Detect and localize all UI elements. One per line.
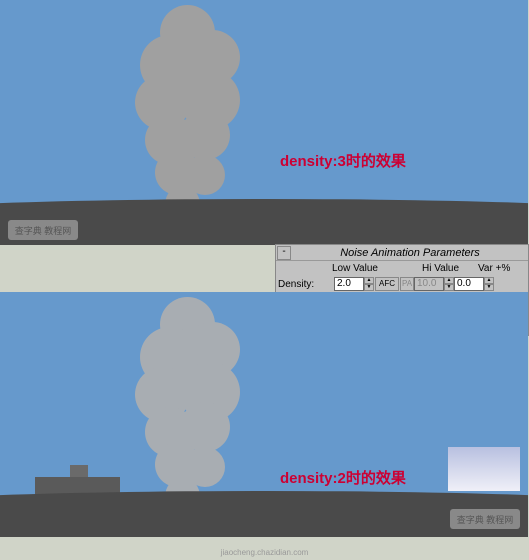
header-hi: Hi Value <box>422 263 478 274</box>
panel-column-headers: Low Value Hi Value Var +% <box>276 261 528 276</box>
density-pa-button[interactable]: PA <box>400 277 414 291</box>
density-var-spinner[interactable]: 0.0 ▲▼ <box>454 277 494 291</box>
density-label-bottom: density:2时的效果 <box>280 467 406 488</box>
collapse-button[interactable]: - <box>277 246 291 260</box>
viewport-top: density:3时的效果 查字典 教程网 <box>0 0 528 245</box>
watermark-bottom: 查字典 教程网 <box>450 509 520 529</box>
density-label: Density: <box>278 279 334 290</box>
density-hi-spinner[interactable]: 10.0 ▲▼ <box>414 277 454 291</box>
header-var: Var +% <box>478 263 518 274</box>
ground-top <box>0 207 528 245</box>
density-label-top: density:3时的效果 <box>280 150 406 171</box>
density-row: Density: 2.0 ▲▼ AFC PA 10.0 ▲▼ 0.0 ▲▼ <box>276 276 528 292</box>
panel-title: Noise Animation Parameters <box>292 247 528 259</box>
footer-url: jiaocheng.chazidian.com <box>221 548 309 557</box>
smoke-plume-top <box>130 5 250 225</box>
watermark-top: 查字典 教程网 <box>8 220 78 240</box>
header-low: Low Value <box>332 263 404 274</box>
gradient-preview <box>448 447 520 491</box>
smoke-plume-bottom <box>130 297 250 517</box>
ground-bottom <box>0 499 528 537</box>
density-afc-button[interactable]: AFC <box>375 277 399 291</box>
panel-header: - Noise Animation Parameters <box>276 245 528 261</box>
density-low-spinner[interactable]: 2.0 ▲▼ <box>334 277 374 291</box>
viewport-bottom: density:2时的效果 查字典 教程网 <box>0 292 528 537</box>
